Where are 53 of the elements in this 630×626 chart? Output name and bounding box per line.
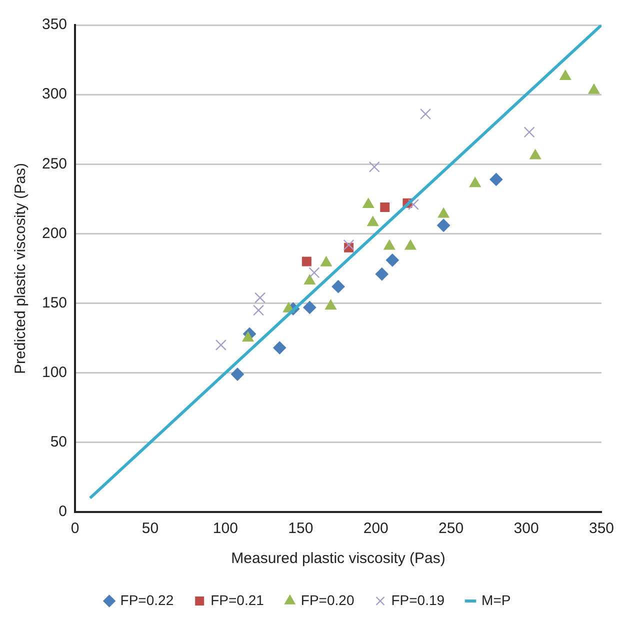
point <box>386 254 399 267</box>
x-tick-label: 50 <box>142 520 159 538</box>
x-tick-label: 100 <box>212 520 238 538</box>
y-tick-label: 250 <box>42 155 68 172</box>
point <box>380 202 390 212</box>
point <box>215 339 226 351</box>
point <box>437 218 450 232</box>
y-tick-label: 0 <box>58 503 68 520</box>
legend-label: FP=0.20 <box>300 592 354 608</box>
point <box>438 208 450 218</box>
y-tick-label: 200 <box>42 224 68 242</box>
y-tick-label: 150 <box>42 294 68 312</box>
legend-label: M=P <box>482 592 511 608</box>
point <box>530 149 541 160</box>
y-tick-label: 50 <box>50 434 68 451</box>
point <box>588 84 600 94</box>
point <box>404 240 416 250</box>
point <box>469 177 481 188</box>
point <box>273 341 286 354</box>
x-axis-title: Measured plastic viscosity (Pas) <box>231 550 446 568</box>
point <box>408 198 420 210</box>
point <box>362 198 374 208</box>
point <box>308 267 320 278</box>
point <box>302 256 312 266</box>
x-tick-label: 200 <box>363 520 388 538</box>
point <box>320 256 332 266</box>
point <box>367 216 379 226</box>
y-tick-label: 300 <box>42 86 68 103</box>
point <box>303 300 316 314</box>
y-tick-label: 100 <box>42 364 68 381</box>
point <box>304 274 316 285</box>
point <box>368 161 380 172</box>
point <box>325 300 336 310</box>
legend-label: FP=0.22 <box>120 592 174 608</box>
legend-label: FP=0.19 <box>391 592 445 608</box>
point <box>375 268 388 281</box>
point <box>384 240 396 250</box>
x-tick-label: 0 <box>70 520 80 538</box>
point <box>524 126 535 138</box>
y-axis-title: Predicted plastic viscosity (Pas) <box>12 163 30 374</box>
point <box>420 108 432 120</box>
point <box>242 332 254 342</box>
point <box>332 280 345 294</box>
x-tick-label: 350 <box>588 520 614 538</box>
point <box>230 368 244 381</box>
point <box>560 70 572 80</box>
legend-label: FP=0.21 <box>210 592 264 608</box>
y-tick-label: 350 <box>42 16 68 34</box>
x-tick-label: 300 <box>514 520 539 538</box>
x-tick-label: 250 <box>438 520 464 538</box>
point <box>343 239 354 250</box>
x-tick-label: 150 <box>288 520 314 538</box>
point <box>490 172 503 186</box>
